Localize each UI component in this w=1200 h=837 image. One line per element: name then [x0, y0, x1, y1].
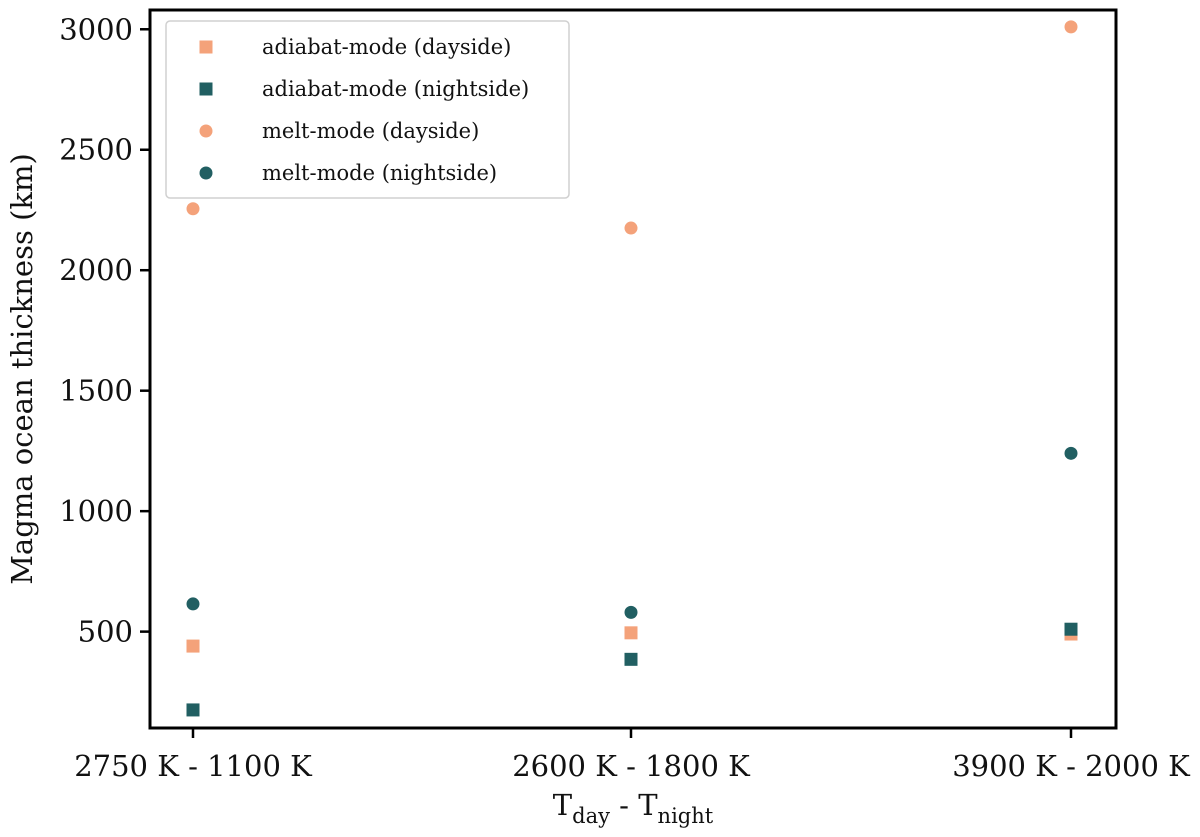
data-point-circle	[186, 597, 200, 611]
x-axis-label-sub-night: night	[658, 804, 714, 828]
data-point-square	[624, 626, 638, 640]
x-axis-label-sub-day: day	[572, 804, 610, 828]
legend-marker-circle	[199, 166, 213, 180]
data-point-circle	[624, 221, 638, 235]
data-point-circle	[624, 605, 638, 619]
x-axis-label: Tday - Tnight	[553, 788, 714, 828]
legend-box	[165, 20, 570, 199]
y-tick-label: 1000	[59, 494, 133, 528]
x-tick-label: 2750 K - 1100 K	[74, 749, 313, 783]
y-tick-label: 3000	[59, 12, 133, 46]
data-point-square	[624, 652, 638, 666]
data-point-square	[1064, 622, 1078, 636]
x-axis-ticks: 2750 K - 1100 K 2600 K - 1800 K 3900 K - 2…	[74, 728, 1191, 783]
legend-label: adiabat-mode (dayside)	[262, 35, 511, 59]
legend-label: adiabat-mode (nightside)	[262, 77, 529, 101]
legend: adiabat-mode (dayside) adiabat-mode (nigh…	[165, 20, 570, 199]
data-point-circle	[1064, 446, 1078, 460]
y-tick-label: 2500	[59, 133, 133, 167]
legend-marker-square	[199, 82, 213, 96]
x-axis-label-main: T	[553, 788, 573, 822]
x-tick-label: 2600 K - 1800 K	[512, 749, 751, 783]
legend-label: melt-mode (dayside)	[262, 119, 479, 143]
y-axis-ticks: 500 1000 1500 2000 2500 3000	[59, 12, 150, 649]
data-points	[186, 20, 1078, 717]
data-point-circle	[186, 202, 200, 216]
y-tick-label: 1500	[59, 374, 133, 408]
y-tick-label: 2000	[59, 253, 133, 287]
legend-items: adiabat-mode (dayside) adiabat-mode (nigh…	[199, 35, 529, 185]
legend-marker-circle	[199, 124, 213, 138]
data-point-square	[186, 639, 200, 653]
data-point-circle	[1064, 20, 1078, 34]
y-axis-label: Magma ocean thickness (km)	[5, 153, 39, 585]
legend-label: melt-mode (nightside)	[262, 161, 497, 185]
y-tick-label: 500	[78, 615, 133, 649]
x-tick-label: 3900 K - 2000 K	[952, 749, 1191, 783]
x-axis-label-separator: - T	[610, 788, 658, 822]
data-point-square	[186, 703, 200, 717]
legend-marker-square	[199, 40, 213, 54]
